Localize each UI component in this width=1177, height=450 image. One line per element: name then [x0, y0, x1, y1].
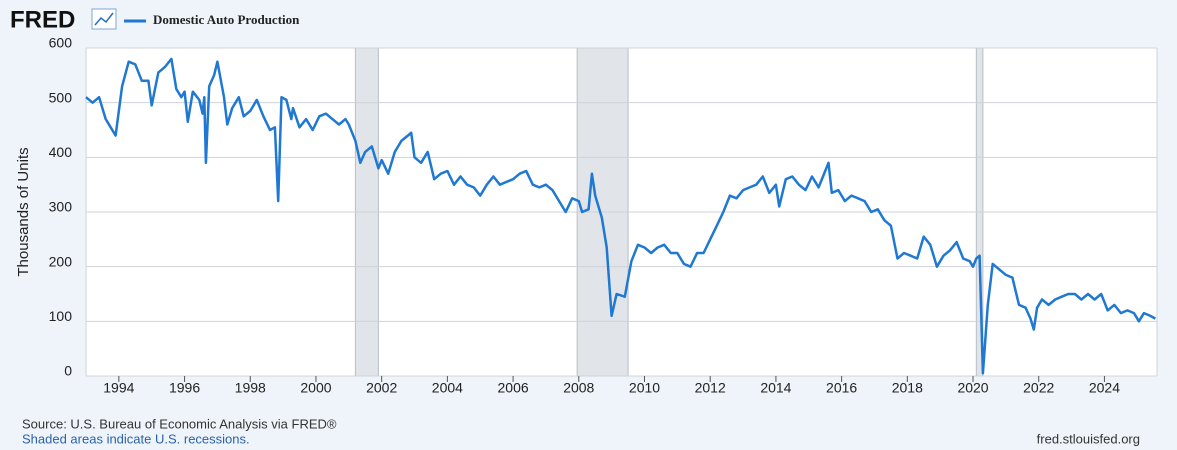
logo-icon [91, 8, 117, 30]
x-tick-label: 2018 [892, 380, 923, 396]
y-tick-label: 400 [49, 144, 73, 160]
source: Source: U.S. Bureau of Economic Analysis… [22, 416, 337, 431]
x-tick-label: 2004 [432, 380, 463, 396]
y-tick-label: 200 [49, 253, 73, 269]
legend-label: Domestic Auto Production [153, 12, 300, 27]
x-tick-label: 2000 [300, 380, 331, 396]
y-tick-label: 300 [49, 199, 73, 215]
x-tick-label: 2024 [1089, 380, 1120, 396]
x-tick-label: 2016 [826, 380, 857, 396]
site: fred.stlouisfed.org [1037, 431, 1140, 446]
note: Shaded areas indicate U.S. recessions. [22, 431, 250, 446]
x-tick-label: 2012 [695, 380, 726, 396]
series-line [85, 57, 1156, 375]
x-tick-label: 2002 [366, 380, 397, 396]
logo: FRED [10, 6, 75, 33]
x-tick-label: 2020 [957, 380, 988, 396]
x-tick-label: 1994 [103, 380, 134, 396]
y-tick-label: 600 [49, 35, 73, 51]
x-tick-label: 2010 [629, 380, 660, 396]
x-tick-label: 2022 [1023, 380, 1054, 396]
x-tick-label: 2014 [760, 380, 791, 396]
y-tick-label: 0 [64, 363, 72, 379]
x-tick-label: 1998 [235, 380, 266, 396]
y-tick-label: 100 [49, 308, 73, 324]
y-axis-label: Thousands of Units [15, 147, 32, 276]
x-tick-label: 2006 [498, 380, 529, 396]
y-tick-label: 500 [49, 89, 73, 105]
x-tick-label: 1996 [169, 380, 200, 396]
x-tick-label: 2008 [563, 380, 594, 396]
